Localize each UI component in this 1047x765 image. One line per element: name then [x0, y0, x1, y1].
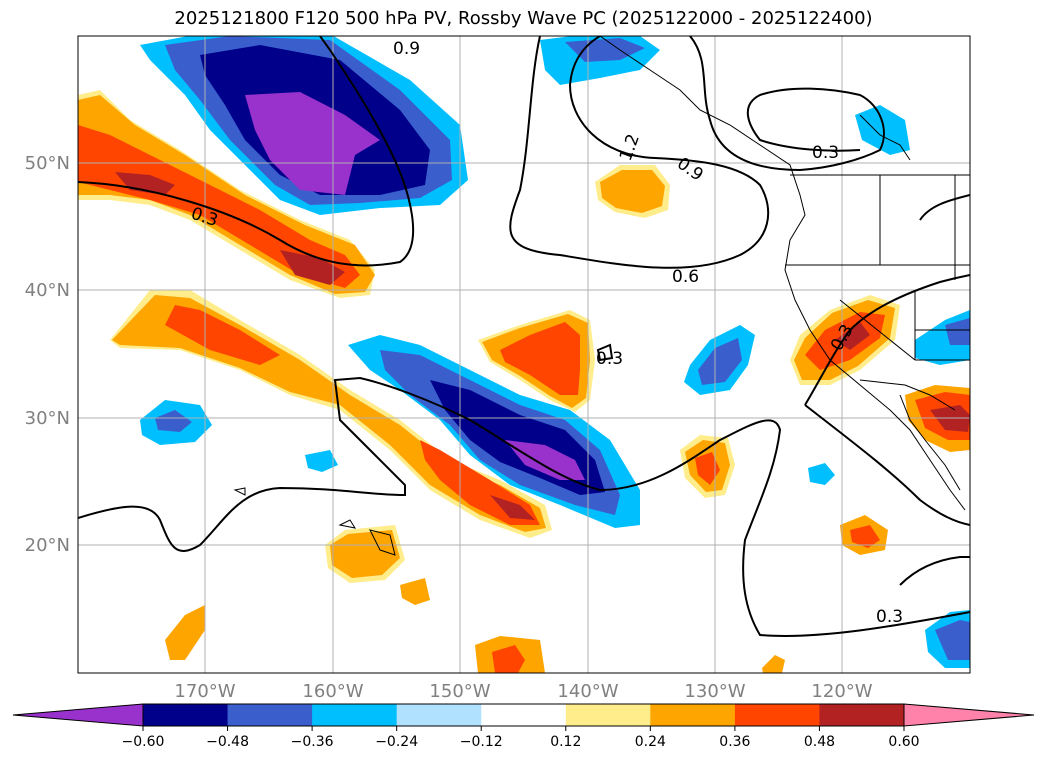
shade-mid-pacific-positive	[478, 310, 595, 412]
coastlines	[233, 36, 970, 556]
shade-small-positive-1	[400, 578, 430, 605]
shade-east-negative	[915, 310, 970, 365]
shade-gulf-alaska-positive	[595, 165, 670, 218]
shade-small-positive-4	[165, 605, 205, 660]
contour-label: 0.6	[672, 267, 699, 287]
colorbar-segment	[312, 704, 398, 726]
colorbar-tick-label: −0.60	[122, 734, 165, 750]
colorbar-tick-label: 0.12	[550, 734, 581, 750]
colorbar-segment	[227, 704, 313, 726]
lat-tick-label: 20°N	[25, 535, 70, 556]
colorbar-extend-low	[12, 703, 144, 727]
lon-tick-label: 130°W	[684, 681, 745, 702]
contour-label: 0.3	[812, 143, 839, 163]
colorbar-segment	[734, 704, 820, 726]
shade-north-pacific-negative	[140, 36, 468, 215]
shade-se-negative	[925, 610, 970, 668]
lon-axis: 170°W 160°W 150°W 140°W 130°W 120°W	[174, 681, 872, 702]
shade-small-positive-7	[762, 655, 785, 673]
colorbar: −0.60 −0.48 −0.36 −0.24 −0.12 0.12 0.24 0.36 0.4…	[12, 703, 1035, 750]
colorbar-tick-label: 0.36	[719, 734, 750, 750]
lat-tick-label: 40°N	[25, 280, 70, 301]
colorbar-tick-label: −0.24	[375, 734, 418, 750]
colorbar-tick-label: −0.12	[460, 734, 503, 750]
shade-170w-negative	[140, 400, 212, 445]
map-frame	[77, 35, 971, 674]
shade-130w-positive	[680, 435, 735, 498]
lon-tick-label: 150°W	[429, 681, 490, 702]
colorbar-frame	[142, 703, 905, 727]
contour-label: 0.9	[393, 39, 420, 59]
shade-small-negative-1	[305, 450, 338, 472]
lon-tick-label: 160°W	[302, 681, 363, 702]
lat-axis: 20°N 30°N 40°N 50°N	[25, 153, 70, 556]
lat-tick-label: 30°N	[25, 408, 70, 429]
shade-hawaii-positive	[325, 525, 405, 583]
shade-west-positive	[78, 90, 375, 298]
contours	[78, 36, 970, 637]
shade-bc-negative	[855, 105, 910, 155]
shade-california-positive	[790, 295, 900, 385]
shade-130w-negative	[684, 325, 755, 395]
colorbar-tick-label: −0.48	[206, 734, 249, 750]
colorbar-tick-label: 0.24	[635, 734, 666, 750]
shade-small-negative-2	[808, 463, 835, 485]
lat-tick-label: 50°N	[25, 153, 70, 174]
lon-tick-label: 170°W	[174, 681, 235, 702]
lon-tick-label: 120°W	[811, 681, 872, 702]
contour-label: 0.3	[596, 349, 623, 369]
colorbar-tick-label: −0.36	[291, 734, 334, 750]
contour-label: 0.3	[876, 607, 903, 627]
colorbar-segment	[143, 704, 229, 726]
colorbar-segment	[481, 704, 567, 726]
colorbar-tick-label: 0.48	[804, 734, 835, 750]
shade-small-positive-6	[492, 645, 525, 673]
colorbar-segment	[650, 704, 736, 726]
lon-tick-label: 140°W	[557, 681, 618, 702]
chart-title: 2025121800 F120 500 hPa PV, Rossby Wave …	[174, 8, 873, 29]
shade-aleutian-negative	[540, 36, 660, 85]
colorbar-tick-label: 0.60	[888, 734, 919, 750]
colorbar-extend-high	[903, 703, 1035, 727]
colorbar-segment	[819, 704, 905, 726]
shade-central-positive	[110, 290, 552, 538]
shaded-field	[78, 36, 970, 673]
shade-small-positive-3	[850, 525, 880, 548]
colorbar-segment	[565, 704, 651, 726]
colorbar-segment	[396, 704, 482, 726]
